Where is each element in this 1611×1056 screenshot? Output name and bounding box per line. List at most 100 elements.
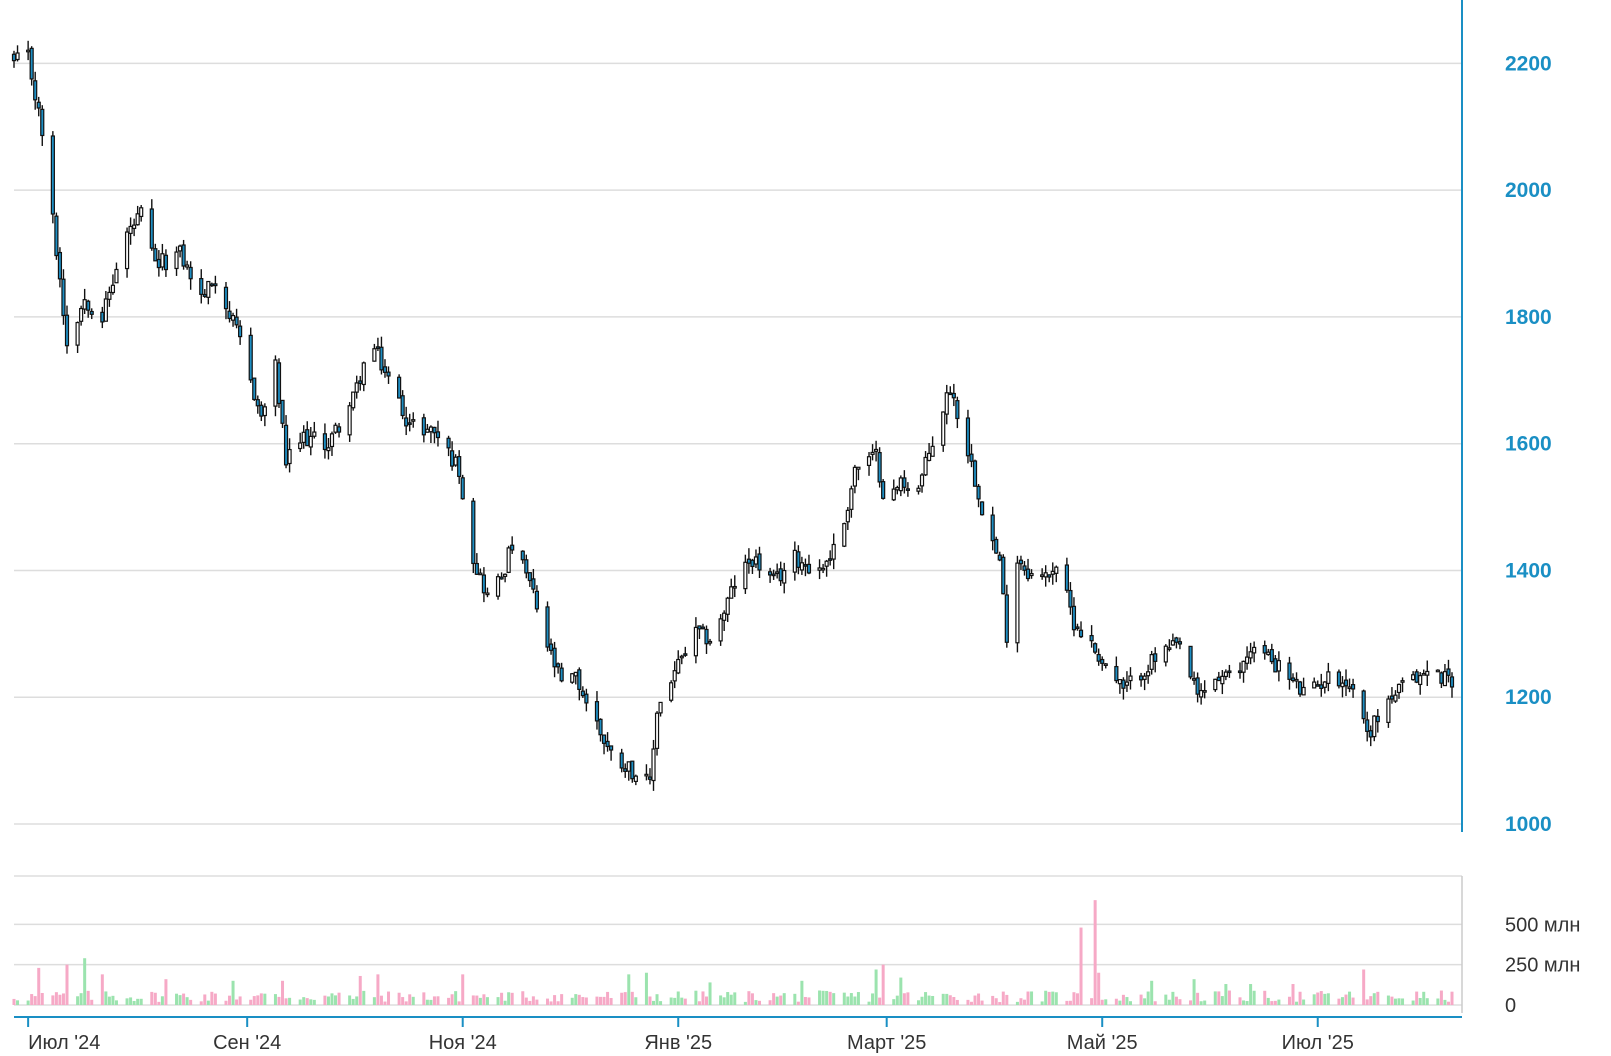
candle-body: [824, 560, 829, 567]
candle-body: [1114, 665, 1119, 682]
volume-bar: [952, 997, 956, 1005]
candle-body: [524, 559, 529, 574]
volume-bar: [991, 995, 995, 1005]
volume-bar: [1220, 996, 1224, 1005]
volume-bar: [129, 997, 133, 1005]
volume-bar: [1270, 1001, 1274, 1005]
candle-body: [651, 748, 656, 782]
volume-bar: [432, 996, 436, 1005]
volume-bar: [1365, 999, 1369, 1005]
candle-body: [139, 207, 144, 218]
volume-bar: [828, 991, 832, 1005]
volume-bar: [65, 964, 69, 1005]
volume-bar: [881, 964, 885, 1005]
candle-body: [474, 562, 479, 575]
volume-bar: [945, 993, 949, 1005]
candle-body: [50, 135, 55, 215]
volume-bar: [546, 998, 550, 1005]
volume-bar: [1178, 999, 1182, 1005]
volume-bar: [1153, 1001, 1157, 1005]
price-axis-tick: 1400: [1505, 559, 1552, 582]
volume-bar: [648, 996, 652, 1005]
candle-body: [1050, 570, 1055, 575]
candle-body: [1237, 670, 1243, 674]
candle-body: [828, 558, 833, 561]
volume-bar: [750, 993, 754, 1005]
volume-bar: [920, 996, 924, 1005]
volume-bar: [630, 991, 634, 1005]
candle-body: [1414, 671, 1419, 683]
volume-bar: [606, 991, 610, 1005]
candle-body: [1442, 671, 1448, 687]
candle-body: [1301, 686, 1306, 696]
volume-bar: [1393, 998, 1397, 1005]
volume-bar: [757, 1000, 761, 1005]
candle-body: [351, 391, 356, 409]
candle-body: [26, 49, 31, 53]
candle-body: [453, 456, 458, 466]
volume-bar: [1351, 997, 1355, 1005]
volume-bar: [796, 1001, 800, 1005]
volume-bar: [1189, 1000, 1193, 1005]
candle-body: [1167, 647, 1172, 650]
volume-bar: [238, 996, 242, 1005]
volume-bar: [1316, 992, 1320, 1005]
candle-body: [372, 348, 377, 362]
candle-body: [411, 419, 416, 422]
candle-body: [1294, 678, 1299, 682]
volume-bar: [676, 991, 680, 1005]
price-axis-tick: 2200: [1505, 52, 1552, 75]
volume-bar: [924, 992, 928, 1005]
volume-bar: [256, 995, 260, 1005]
volume-bar: [701, 991, 705, 1005]
candle-body: [693, 626, 699, 657]
candle-body: [527, 572, 532, 582]
volume-bar: [584, 997, 588, 1005]
candle-body: [965, 417, 971, 457]
volume-bar: [793, 993, 797, 1005]
volume-bar: [818, 990, 822, 1005]
candle-body: [623, 768, 628, 772]
volume-bar: [213, 993, 217, 1005]
candle-body: [375, 346, 381, 349]
candle-body: [619, 752, 624, 769]
volume-bar: [842, 992, 846, 1005]
volume-bar: [90, 999, 94, 1005]
candle-body: [1199, 689, 1204, 698]
candle-body: [1216, 676, 1221, 682]
volume-bar: [627, 974, 631, 1005]
volume-bar: [259, 993, 263, 1005]
candle-body: [238, 325, 243, 338]
volume-bar: [1001, 991, 1005, 1005]
volume-bar: [1323, 993, 1327, 1005]
candle-body: [750, 559, 755, 568]
candle-body: [361, 362, 366, 386]
candle-body: [1124, 681, 1130, 686]
volume-bar: [164, 979, 168, 1005]
candle-body: [881, 481, 886, 499]
candle-body: [40, 108, 45, 137]
candle-body: [704, 628, 709, 645]
candle-body: [1396, 683, 1402, 694]
candle-body: [1319, 684, 1324, 689]
candle-body: [153, 248, 158, 262]
volume-bar: [337, 992, 341, 1005]
volume-bar: [966, 999, 970, 1005]
volume-bar: [948, 995, 952, 1005]
volume-bar: [16, 1000, 20, 1005]
candle-body: [1421, 672, 1426, 676]
volume-bar: [1114, 998, 1118, 1005]
volume-bar: [404, 1001, 408, 1005]
candle-body: [156, 258, 161, 269]
volume-bar: [1436, 998, 1440, 1005]
candle-body: [1142, 675, 1147, 680]
candle-body: [725, 597, 730, 615]
candle-body: [234, 316, 239, 326]
candle-body: [421, 417, 426, 436]
volume-bar: [1376, 991, 1380, 1005]
volume-bar: [871, 993, 875, 1005]
volume-bar: [139, 998, 143, 1005]
candle-body: [1075, 626, 1080, 630]
volume-bar: [772, 993, 776, 1005]
candle-body: [743, 561, 748, 590]
